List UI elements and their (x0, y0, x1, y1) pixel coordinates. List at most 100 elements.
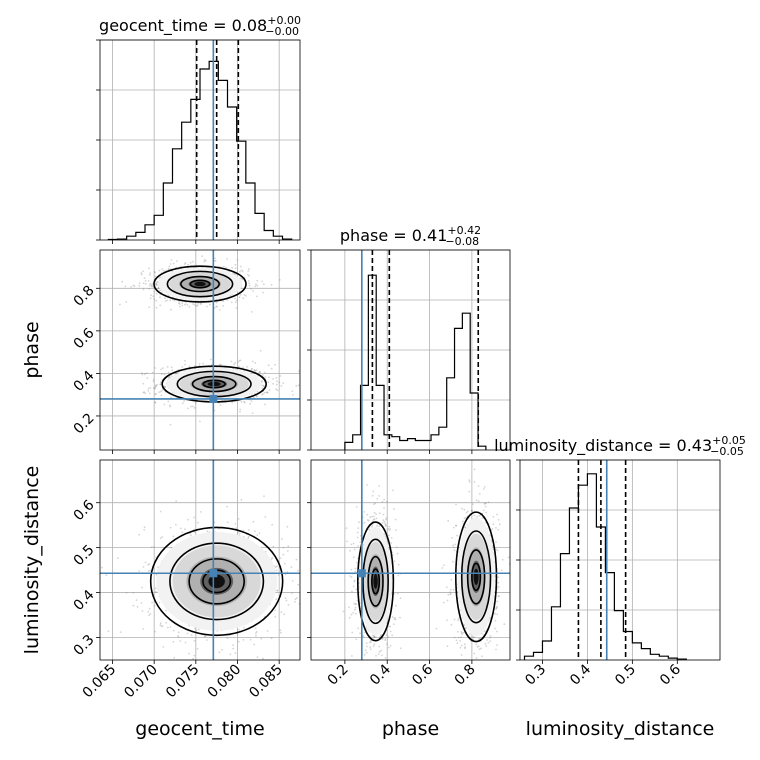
sample-point (274, 609, 277, 612)
sample-point (363, 653, 366, 656)
sample-point (280, 631, 282, 634)
sample-point (167, 400, 170, 403)
sample-point (351, 631, 354, 634)
sample-point (155, 384, 158, 387)
sample-point (178, 305, 181, 308)
sample-point (483, 486, 486, 488)
sample-point (259, 349, 262, 352)
sample-point (381, 522, 384, 524)
sample-point (446, 599, 449, 602)
sample-point (151, 283, 154, 286)
sample-point (149, 569, 152, 572)
sample-point (140, 602, 143, 604)
sample-point (385, 634, 388, 636)
sample-point (255, 630, 258, 633)
sample-point (497, 595, 500, 598)
sample-point (164, 386, 167, 388)
sample-point (142, 628, 145, 630)
sample-point (193, 407, 196, 409)
sample-point (247, 270, 250, 272)
sample-point (249, 638, 252, 641)
x-axis-label: luminosity_distance (526, 718, 715, 740)
sample-point (391, 634, 394, 637)
sample-point (219, 404, 222, 407)
density-shade (373, 573, 378, 589)
sample-point (346, 540, 348, 543)
sample-point (366, 513, 369, 516)
sample-point (460, 631, 463, 634)
sample-point (192, 657, 195, 660)
sample-point (218, 527, 220, 530)
sample-point (475, 657, 478, 659)
sample-point (258, 532, 261, 535)
sample-point (151, 285, 153, 288)
contour-line (149, 526, 284, 637)
sample-point (275, 598, 278, 600)
sample-point (282, 546, 285, 549)
sample-point (158, 391, 161, 393)
sample-point (140, 273, 143, 276)
sample-point (218, 309, 221, 311)
sample-point (468, 480, 471, 483)
panel-border (310, 459, 511, 661)
sample-point (290, 566, 293, 568)
sample-point (481, 655, 483, 658)
sample-point (392, 623, 395, 625)
sample-point (252, 289, 255, 292)
sample-point (252, 520, 255, 523)
sample-point (392, 489, 394, 492)
sample-point (156, 384, 159, 386)
sample-point (471, 510, 473, 512)
sample-point (454, 524, 457, 527)
sample-point (105, 574, 108, 576)
sample-point (255, 634, 257, 637)
sample-point (237, 361, 240, 363)
sample-point (149, 613, 152, 615)
sample-point (125, 301, 128, 303)
sample-point (395, 529, 397, 531)
sample-point (160, 373, 163, 376)
sample-point (147, 279, 150, 282)
sample-point (147, 387, 150, 390)
y-tick-label: 0.3 (71, 632, 98, 659)
sample-point (461, 633, 463, 636)
sample-point (497, 519, 500, 521)
sample-point (153, 546, 155, 548)
sample-point (222, 305, 225, 307)
sample-point (231, 401, 234, 404)
sample-point (143, 277, 146, 280)
sample-point (148, 562, 151, 565)
sample-point (292, 394, 294, 396)
sample-point (193, 516, 196, 519)
sample-point (164, 300, 167, 302)
sample-point (471, 503, 474, 505)
sample-point (353, 602, 356, 605)
sample-point (353, 548, 356, 551)
sample-point (477, 500, 480, 503)
sample-point (384, 639, 387, 641)
sample-point (460, 636, 463, 639)
sample-point (485, 645, 488, 647)
sample-point (148, 607, 151, 610)
sample-point (496, 600, 498, 603)
sample-point (162, 269, 165, 272)
sample-point (286, 550, 289, 552)
sample-point (234, 297, 236, 300)
sample-point (165, 621, 168, 624)
x-tick-label: 0.6 (409, 661, 436, 688)
sample-point (377, 653, 380, 655)
sample-point (149, 272, 152, 274)
sample-point (494, 612, 496, 615)
sample-point (243, 626, 245, 629)
sample-point (230, 301, 233, 304)
sample-point (363, 511, 366, 513)
sample-point (163, 373, 166, 376)
sample-point (491, 545, 494, 547)
sample-point (276, 589, 278, 592)
sample-point (248, 284, 251, 287)
sample-point (358, 521, 360, 524)
sample-point (195, 305, 198, 307)
sample-point (154, 393, 157, 396)
sample-point (399, 597, 402, 600)
sample-point (491, 528, 494, 530)
